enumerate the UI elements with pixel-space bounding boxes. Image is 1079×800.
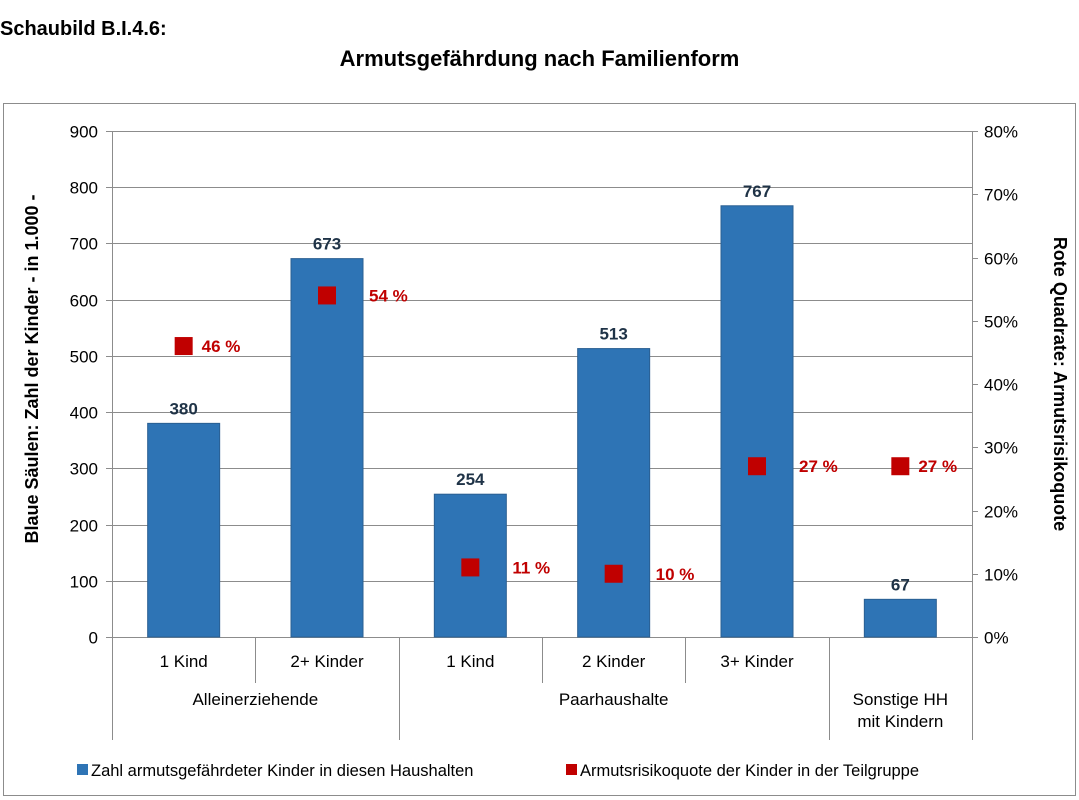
y2-tick-label: 60% [984, 250, 1018, 269]
rate-value-label: 11 % [512, 558, 550, 577]
y2-axis-title: Rote Quadrate: Armutsrisikoquote [1050, 237, 1070, 531]
y-tick-label: 200 [70, 517, 98, 536]
group-label: Paarhaushalte [559, 690, 669, 709]
category-label: 1 Kind [446, 652, 494, 671]
y2-tick-label: 0% [984, 629, 1009, 648]
rate-marker [748, 457, 766, 476]
rate-value-label: 27 % [918, 457, 957, 476]
rate-value-label: 46 % [202, 337, 241, 356]
legend-label-markers: Armutsrisikoquote der Kinder in der Teil… [580, 762, 919, 780]
bar [577, 348, 651, 638]
group-label-line: Sonstige HH [853, 690, 948, 709]
chart-frame [3, 103, 1076, 796]
y-tick-label: 800 [70, 179, 98, 198]
y2-tick-label: 10% [984, 566, 1018, 585]
y-tick-label: 100 [70, 573, 98, 592]
category-label: 1 Kind [160, 652, 208, 671]
figure-heading: Schaubild B.I.4.6: [0, 18, 167, 40]
y2-tick-label: 70% [984, 186, 1018, 205]
bar-value-label: 673 [313, 235, 341, 254]
bar-value-label: 380 [169, 399, 197, 418]
group-label-line: Alleinerziehende [192, 690, 318, 709]
y-tick-label: 0 [89, 629, 98, 648]
rate-value-label: 10 % [656, 565, 695, 584]
y-tick-label: 900 [70, 123, 98, 142]
bar-value-label: 254 [456, 470, 485, 489]
y2-tick-label: 50% [984, 313, 1018, 332]
y2-tick-label: 30% [984, 439, 1018, 458]
legend-label-bars: Zahl armutsgefährdeter Kinder in diesen … [91, 762, 473, 780]
group-label: Sonstige HH mit Kindern [853, 690, 948, 731]
y-tick-label: 600 [70, 292, 98, 311]
group-label-line: mit Kindern [857, 712, 943, 731]
rate-value-label: 54 % [369, 286, 408, 305]
category-label: 2 Kinder [582, 652, 646, 671]
bar [720, 205, 794, 638]
group-label: Alleinerziehende [192, 690, 318, 709]
category-label: 2+ Kinder [290, 652, 364, 671]
rate-marker [174, 337, 193, 356]
rate-marker [891, 457, 910, 476]
bar [147, 422, 221, 638]
bar-value-label: 767 [743, 182, 771, 201]
y-tick-label: 500 [70, 348, 98, 367]
y-tick-label: 300 [70, 460, 98, 479]
legend-swatch-markers [566, 764, 577, 775]
rate-value-label: 27 % [799, 457, 838, 476]
rate-marker [461, 558, 480, 577]
group-label-line: Paarhaushalte [559, 690, 669, 709]
category-label: 3+ Kinder [720, 652, 794, 671]
y2-tick-label: 40% [984, 376, 1018, 395]
legend-swatch-bars [77, 764, 88, 775]
y-tick-label: 400 [70, 404, 98, 423]
chart-title: Armutsgefährdung nach Familienform [339, 46, 740, 71]
rate-marker [318, 286, 336, 305]
y-tick-label: 700 [70, 235, 98, 254]
y2-tick-label: 20% [984, 503, 1018, 522]
bar [863, 598, 937, 638]
bar-value-label: 513 [599, 325, 627, 344]
bar [290, 258, 364, 638]
y2-tick-label: 80% [984, 123, 1018, 142]
y-axis-title: Blaue Säulen: Zahl der Kinder - in 1.000… [22, 194, 42, 543]
rate-marker [604, 564, 623, 583]
bar-value-label: 67 [891, 575, 910, 594]
